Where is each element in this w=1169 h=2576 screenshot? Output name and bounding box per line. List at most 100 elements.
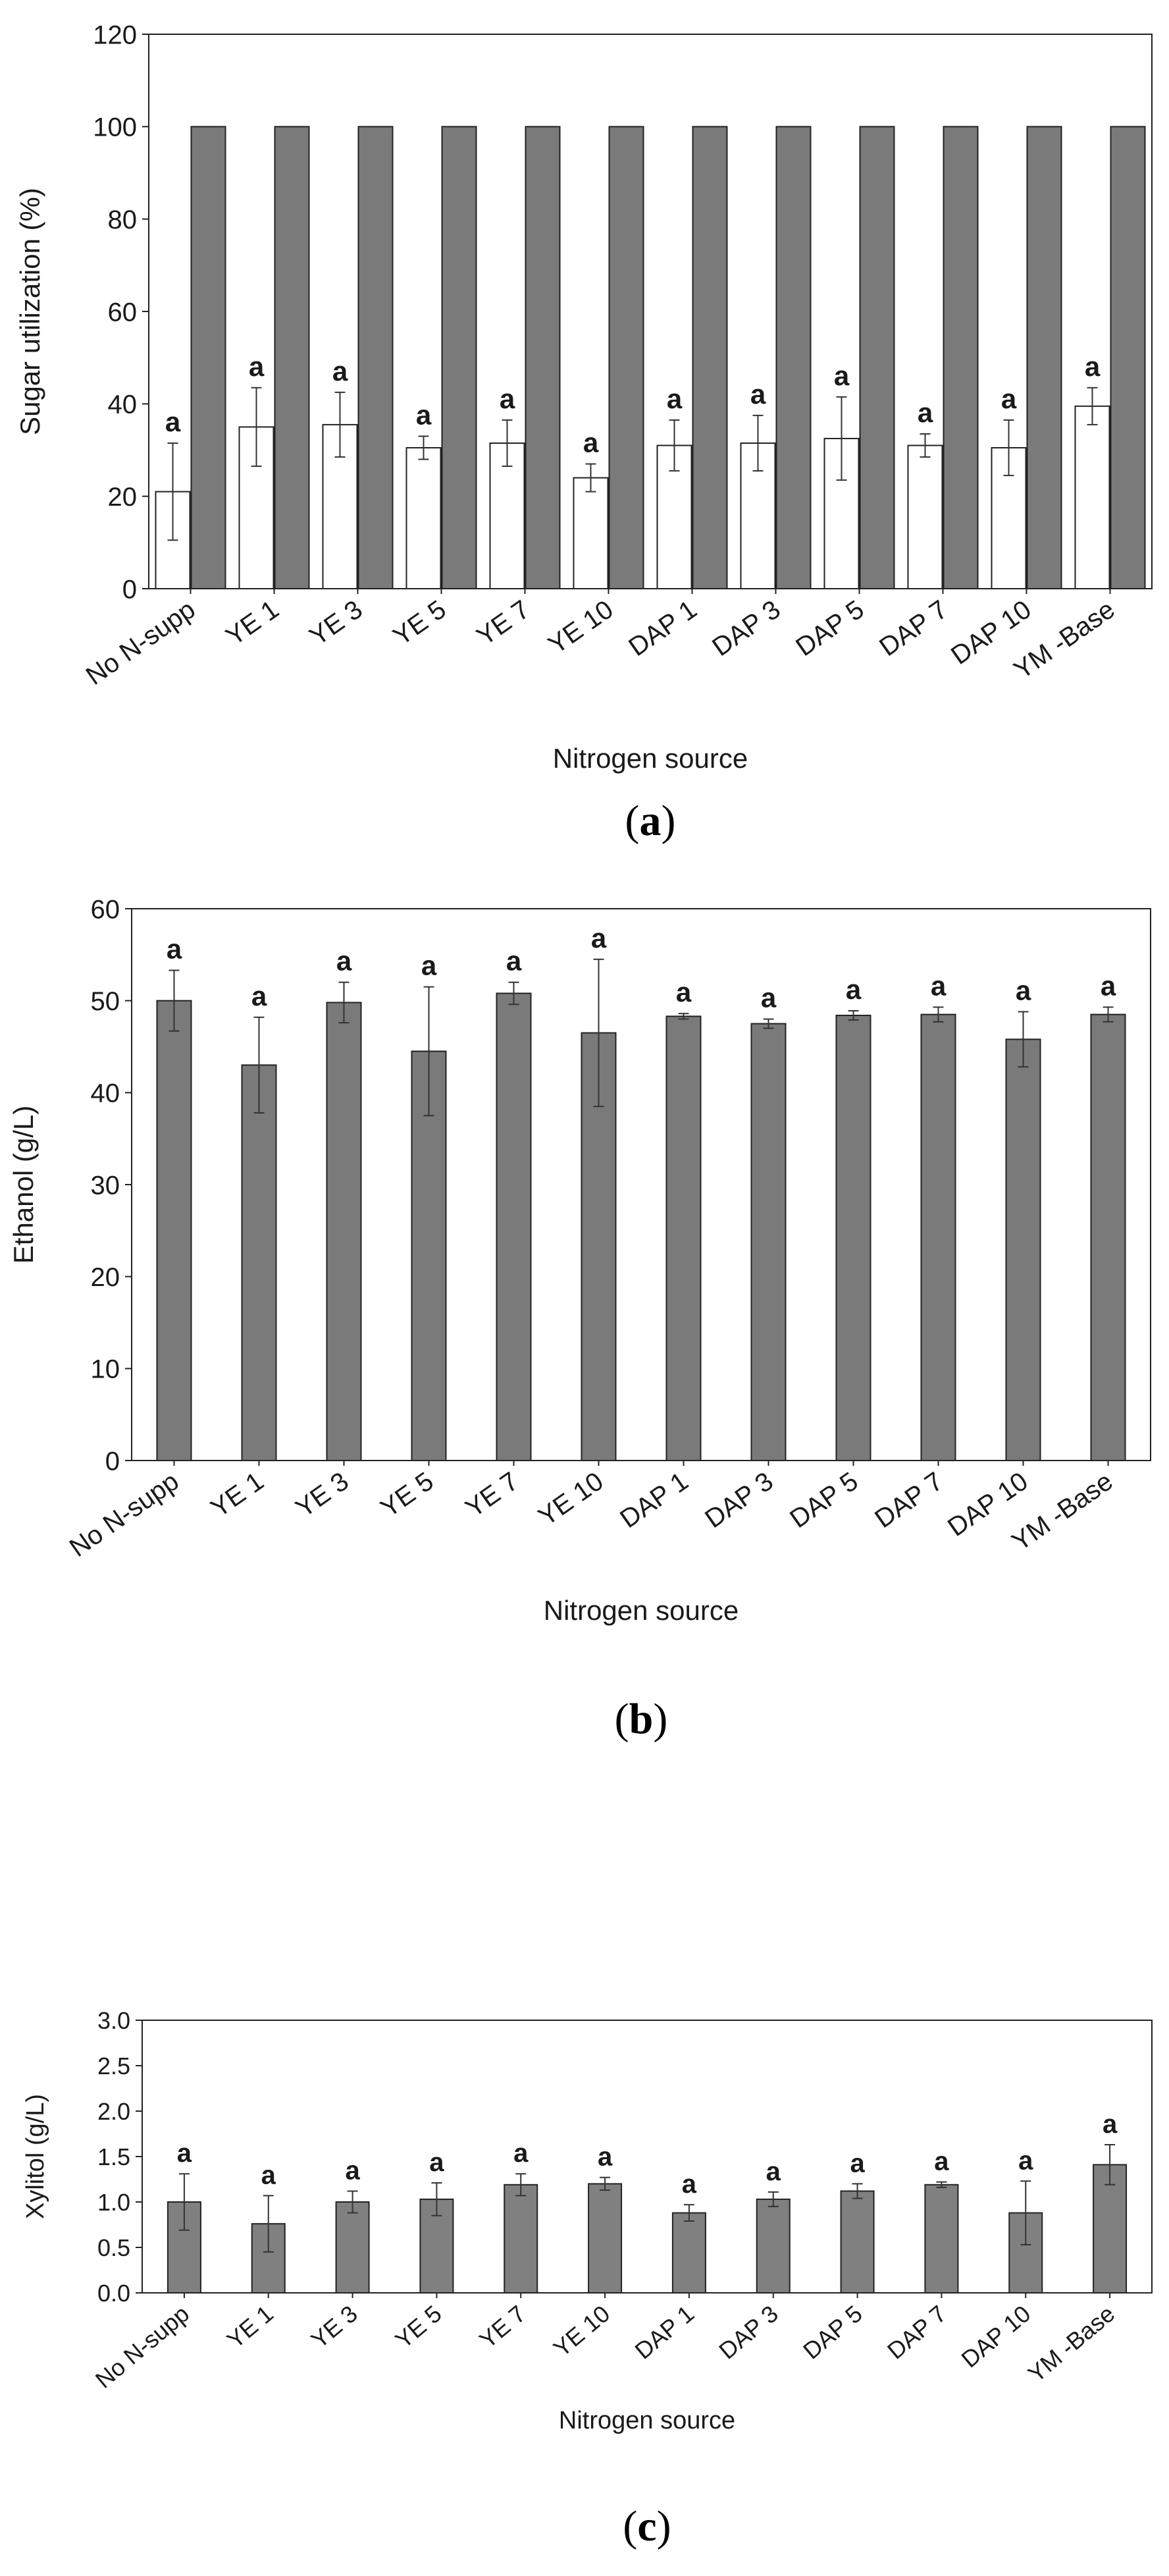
bar [504,2184,538,2294]
panel-label: (c) [623,2502,671,2550]
x-tick-label: DAP 10 [956,2300,1035,2373]
x-tick-label: DAP 7 [870,1466,948,1534]
x-tick-label: DAP 7 [882,2300,952,2365]
y-tick-label: 40 [108,390,138,419]
significance-letter: a [1085,351,1101,382]
chart-panel-c: 0.0 0.5 1.0 1.5 2.0 2.5 3.0 Xylitol (g/L) a No N-… [22,2007,1153,2550]
y-tick-label: 100 [93,113,137,142]
x-tick-label: YE 3 [304,595,367,651]
bar [496,992,532,1461]
y-tick-label: 20 [108,483,138,512]
y-tick-label: 0 [105,1447,120,1476]
significance-letter: a [506,946,522,977]
y-tick-label: 3.0 [97,2007,130,2034]
panel-label: (a) [625,797,676,845]
x-tick-label: YE 10 [543,595,618,660]
x-tick-label: DAP 5 [785,1466,863,1534]
bar [750,1023,787,1462]
x-tick-label: YE 7 [460,1466,523,1523]
significance-letter: a [1018,2146,1033,2175]
bar [525,126,561,590]
bar [241,1064,277,1461]
significance-letter: a [332,356,348,387]
y-tick-label: 2.5 [97,2053,130,2080]
significance-letter: a [177,2139,192,2168]
y-tick-label: 40 [91,1079,120,1108]
significance-letter: a [667,383,683,414]
y-axis-label: Ethanol (g/L) [8,1106,39,1264]
bar [840,2190,875,2294]
y-tick-label: 2.0 [97,2098,130,2125]
x-tick-label: DAP 3 [700,1466,778,1534]
x-tick-label: YE 5 [388,595,451,651]
significance-letter: a [931,970,947,1001]
significance-letter: a [834,360,850,391]
y-tick-label: 60 [108,298,138,327]
significance-letter: a [345,2156,360,2185]
bar [1093,2164,1128,2294]
y-tick-label: 0 [122,575,137,604]
bar [588,2183,623,2294]
bar [859,126,895,590]
x-axis-label: Nitrogen source [559,2407,735,2434]
y-tick-label: 30 [91,1171,120,1200]
x-tick-label: YE 1 [221,595,284,651]
bar [156,1000,192,1461]
significance-letter: a [421,950,437,981]
bar [835,1015,871,1461]
bar [665,1015,702,1462]
x-tick-label: YE 5 [390,2300,446,2354]
bar [441,126,477,590]
significance-letter: a [598,2143,613,2172]
plot-frame [142,2020,1153,2294]
y-axis-label: Sugar utilization (%) [14,188,45,435]
y-tick-label: 120 [93,20,137,49]
significance-letter: a [429,2148,444,2177]
panel-label: (b) [615,1695,668,1743]
x-axis-label: Nitrogen source [553,743,748,774]
significance-letter: a [766,2157,781,2186]
x-tick-label: YE 7 [471,595,534,651]
significance-letter: a [167,934,182,965]
bar [489,442,525,589]
bar [920,1013,956,1462]
bar [1090,1013,1126,1462]
x-tick-label: YE 10 [533,1466,608,1532]
x-tick-label: DAP 3 [714,2300,783,2365]
significance-letter: a [1001,383,1017,414]
bar [573,477,609,589]
bar [326,1002,362,1461]
bar [190,126,226,590]
chart-panel-a: 0 20 40 60 80 100 120 Sugar utilization (%) a No … [14,20,1153,845]
x-tick-label: YM -Base [1023,2300,1120,2388]
bar [775,126,812,590]
chart-panel-b: 0 10 20 30 40 50 60 Ethanol (g/L) a No N-supp a YE … [8,895,1151,1743]
x-tick-label: YE 5 [375,1466,438,1523]
significance-letter: a [261,2160,276,2189]
bar [335,2201,370,2294]
y-tick-label: 1.5 [97,2143,130,2170]
y-tick-label: 0.0 [97,2280,130,2307]
significance-letter: a [249,351,265,382]
bar [1005,1038,1041,1461]
significance-letter: a [583,427,599,458]
x-axis-label: Nitrogen source [544,1595,739,1626]
significance-letter: a [682,2170,697,2199]
significance-letter: a [850,2149,865,2178]
significance-letter: a [918,397,933,428]
significance-letter: a [336,946,352,977]
x-tick-label: DAP 7 [874,595,952,662]
x-tick-label: DAP 3 [707,595,785,662]
significance-letter: a [761,982,777,1013]
x-tick-label: DAP 1 [629,2300,699,2365]
x-tick-label: YE 3 [290,1466,353,1523]
y-tick-label: 60 [91,895,120,924]
x-tick-label: YE 3 [306,2300,363,2354]
significance-letter: a [500,383,515,414]
bar [1026,126,1062,590]
x-tick-label: No N-supp [65,1466,184,1563]
bar [411,1050,447,1461]
y-tick-label: 1.0 [97,2189,130,2216]
bar [608,126,644,590]
